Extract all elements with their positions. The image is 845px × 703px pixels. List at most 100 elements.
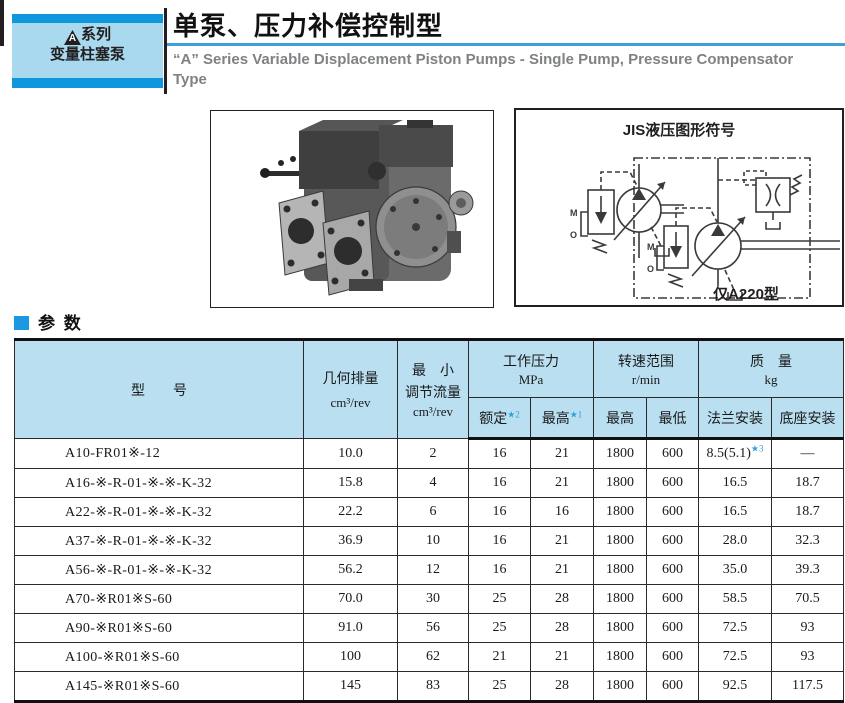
value-cell: 28.0 (698, 526, 772, 556)
value-cell: 6 (397, 497, 469, 527)
value-cell: 21 (530, 642, 594, 672)
value-cell: 16 (468, 526, 531, 556)
value-cell: 58.5 (698, 584, 772, 614)
model-cell: A100-※R01※S-60 (14, 642, 304, 672)
value-cell: 600 (646, 642, 699, 672)
table-row: A56-※-R-01-※-※-K-32 56.2 12 16 21 1800 600 35.0… (14, 555, 844, 585)
value-cell: 21 (530, 526, 594, 556)
value-cell: 600 (646, 438, 699, 469)
value-cell: 91.0 (303, 613, 398, 643)
value-cell: 39.3 (771, 555, 844, 585)
series-line1: 系列 (80, 26, 111, 43)
header-speed-range: 转速范围 r/min (593, 339, 699, 398)
value-cell: 1800 (593, 642, 647, 672)
page-edge-mark (0, 0, 4, 46)
value-cell: 16 (468, 555, 531, 585)
value-cell: 25 (468, 671, 531, 702)
header-foot-mount: 底座安装 (771, 397, 844, 440)
title-underline (167, 43, 845, 46)
value-cell: 16 (468, 497, 531, 527)
value-cell: 30 (397, 584, 469, 614)
page-subtitle: “A” Series Variable Displacement Piston … (173, 51, 794, 88)
value-cell: 25 (468, 584, 531, 614)
header-max-pressure: 最高★1 (530, 397, 594, 440)
pump-photo-frame (210, 110, 494, 308)
value-cell: 21 (530, 438, 594, 469)
value-cell: 21 (530, 555, 594, 585)
table-row: A37-※-R-01-※-※-K-32 36.9 10 16 21 1800 600 28.0… (14, 526, 844, 556)
value-cell: 1800 (593, 555, 647, 585)
value-cell: 4 (397, 468, 469, 498)
value-cell: 15.8 (303, 468, 398, 498)
value-cell: 10 (397, 526, 469, 556)
model-cell: A90-※R01※S-60 (14, 613, 304, 643)
value-cell: 28 (530, 584, 594, 614)
value-cell: 16 (530, 497, 594, 527)
value-cell: 1800 (593, 468, 647, 498)
value-cell: 16.5 (698, 468, 772, 498)
value-cell: 600 (646, 526, 699, 556)
value-cell: 18.7 (771, 497, 844, 527)
header-working-pressure: 工作压力 MPa (468, 339, 594, 398)
value-cell: 21 (468, 642, 531, 672)
value-cell: 70.5 (771, 584, 844, 614)
value-cell: 600 (646, 671, 699, 702)
value-cell: 56.2 (303, 555, 398, 585)
series-badge-top-strip (12, 14, 163, 23)
value-cell: 1800 (593, 438, 647, 469)
table-row: A16-※-R-01-※-※-K-32 15.8 4 16 21 1800 600 16.5 1… (14, 468, 844, 498)
header-flange-mount: 法兰安装 (698, 397, 772, 440)
series-badge: A 系列 变量柱塞泵 (12, 14, 163, 88)
table-row: A22-※-R-01-※-※-K-32 22.2 6 16 16 1800 600 16.5 1… (14, 497, 844, 527)
value-cell: 83 (397, 671, 469, 702)
pump-symbol-a220: M O (633, 157, 840, 301)
value-cell: 16 (468, 438, 531, 469)
value-cell: 145 (303, 671, 398, 702)
value-cell: 25 (468, 613, 531, 643)
value-cell: 1800 (593, 613, 647, 643)
table-row: A145-※R01※S-60 145 83 25 28 1800 600 92.5 117.5 (14, 671, 844, 702)
table-row: A100-※R01※S-60 100 62 21 21 1800 600 72.5 93 (14, 642, 844, 672)
value-cell: 18.7 (771, 468, 844, 498)
header-displacement: 几何排量 cm³/rev (303, 339, 398, 439)
jis-caption: 仅A220型 (713, 286, 779, 303)
value-cell: 36.9 (303, 526, 398, 556)
jis-m-label-2: M (647, 242, 655, 252)
value-cell: 1800 (593, 526, 647, 556)
header-min-flow: 最 小 调节流量 cm³/rev (397, 339, 469, 439)
value-cell: 92.5 (698, 671, 772, 702)
value-cell: 28 (530, 671, 594, 702)
model-cell: A145-※R01※S-60 (14, 671, 304, 702)
value-cell: 1800 (593, 497, 647, 527)
parameters-table: 型 号 几何排量 cm³/rev 最 小 调节流量 cm³/rev 工作压力 M… (14, 338, 844, 703)
model-cell: A22-※-R-01-※-※-K-32 (14, 497, 304, 527)
jis-o-label-2: O (647, 264, 654, 274)
value-cell: 62 (397, 642, 469, 672)
value-cell: 70.0 (303, 584, 398, 614)
value-cell: 93 (771, 642, 844, 672)
note-star: ★3 (750, 443, 764, 454)
model-cell: A16-※-R-01-※-※-K-32 (14, 468, 304, 498)
value-cell: 1800 (593, 671, 647, 702)
value-cell: 21 (530, 468, 594, 498)
model-cell: A56-※-R-01-※-※-K-32 (14, 555, 304, 585)
brand-a-logo-icon: A (63, 30, 81, 45)
value-cell: 32.3 (771, 526, 844, 556)
value-cell: 16 (468, 468, 531, 498)
table-header-group-row: 型 号 几何排量 cm³/rev 最 小 调节流量 cm³/rev 工作压力 M… (14, 339, 844, 439)
header-divider (164, 8, 167, 94)
value-cell: 72.5 (698, 613, 772, 643)
page-title: 单泵、压力补偿控制型 (173, 11, 444, 41)
header-min-speed: 最低 (646, 397, 699, 440)
value-cell: 600 (646, 497, 699, 527)
jis-m-label: M (570, 208, 578, 218)
value-cell: 56 (397, 613, 469, 643)
value-cell: 2 (397, 438, 469, 469)
value-cell: 28 (530, 613, 594, 643)
value-cell: 93 (771, 613, 844, 643)
jis-title: JIS液压图形符号 (622, 122, 736, 139)
series-badge-bottom-strip (12, 78, 163, 88)
value-cell: 72.5 (698, 642, 772, 672)
header-max-speed: 最高 (593, 397, 647, 440)
value-cell: 22.2 (303, 497, 398, 527)
